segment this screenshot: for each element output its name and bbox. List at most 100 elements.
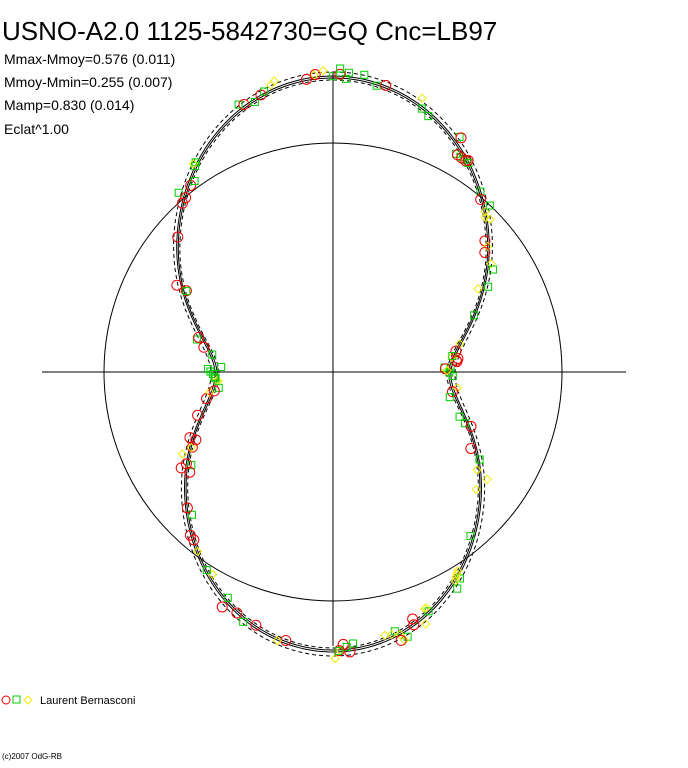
marker [407,613,419,625]
marker [231,607,243,619]
marker [420,619,431,629]
marker [475,194,487,206]
marker [217,363,226,372]
marker [455,132,467,144]
marker [188,510,197,519]
marker [448,352,457,361]
marker [461,419,470,428]
marker [172,231,184,243]
marker [484,282,493,291]
marker [182,287,191,296]
marker [234,100,243,109]
marker [184,432,196,444]
marker [265,80,276,90]
marker [417,93,427,103]
marker [445,393,454,402]
marker [171,279,183,291]
marker [453,584,462,593]
marker [485,201,494,210]
marker [442,365,452,376]
marker [210,373,219,382]
marker [470,311,479,320]
stat: Mmax-Mmoy=0.576 (0.011) [4,51,175,67]
marker [192,409,204,421]
marker [329,72,338,81]
marker [176,197,188,209]
marker [483,241,493,252]
marker [472,465,482,475]
marker [198,341,210,353]
marker [181,502,193,514]
marker [451,572,461,582]
observations [171,64,497,664]
marker [300,73,312,85]
marker [471,484,481,495]
marker [486,259,496,269]
marker [208,385,220,397]
marker [186,442,197,453]
marker [479,246,491,258]
marker [223,593,232,602]
marker [395,634,407,646]
marker [448,372,457,381]
marker [480,206,490,217]
stat: Mmoy-Mmin=0.255 (0.007) [4,74,172,90]
marker [473,284,483,294]
marker [318,66,328,76]
marker [180,285,192,297]
marker [184,529,196,541]
marker [202,566,211,575]
marker [250,97,259,106]
marker [465,442,477,454]
marker [190,177,199,186]
fit-curve [173,71,493,657]
marker [260,87,269,96]
marker [455,412,464,421]
marker [452,352,464,364]
marker [208,350,217,359]
marker [193,331,205,343]
marker [417,104,426,113]
stat: Mamp=0.830 (0.014) [4,97,134,113]
marker [216,601,228,613]
marker [421,602,431,613]
marker [192,335,201,344]
marker [485,214,495,224]
fit-curve [176,75,490,653]
marker [480,212,491,223]
marker [446,386,458,398]
marker [336,64,345,73]
marker [239,617,248,626]
marker [309,69,321,81]
marker [380,79,392,91]
marker [488,265,497,274]
marker [190,434,202,446]
marker [214,383,223,392]
marker [439,363,451,375]
legend-symbol [23,695,33,705]
legend-label: Laurent Bernasconi [40,695,135,707]
marker [334,646,343,655]
footer: (c)2007 OdG-RB [2,752,62,761]
marker [211,374,220,383]
marker [206,367,215,376]
marker [174,188,183,197]
marker [424,112,433,121]
marker [475,455,484,464]
marker [395,629,405,640]
marker [456,152,468,164]
legend-symbol [12,695,21,704]
marker [465,420,477,432]
marker [387,629,397,640]
stat: Eclat^1.00 [4,121,69,137]
marker [466,532,475,541]
marker [482,474,492,485]
marker [250,619,262,631]
marker [451,569,462,579]
marker [408,619,420,631]
marker [203,364,212,373]
legend-symbol [1,695,11,705]
marker [205,387,215,398]
